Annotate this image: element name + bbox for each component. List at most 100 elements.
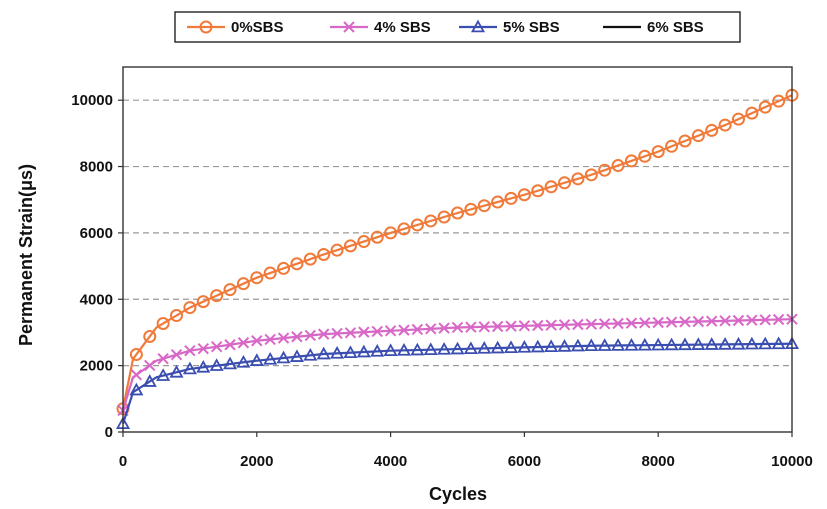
series-2-marker — [370, 344, 385, 357]
series-0-marker — [517, 188, 531, 202]
legend-label-0: 0%SBS — [231, 19, 284, 36]
series-1-marker — [491, 320, 504, 333]
series-1-marker — [344, 327, 357, 339]
series-1-marker — [759, 314, 771, 326]
series-line-2 — [121, 342, 793, 425]
series-0-marker — [357, 235, 371, 249]
y-tick-label-10000: 10000 — [71, 92, 113, 109]
series-2-marker — [718, 337, 733, 350]
x-tick-label-8000: 8000 — [642, 453, 675, 470]
series-0-marker — [330, 243, 344, 257]
series-1-marker — [398, 324, 410, 336]
series-0-marker — [678, 134, 692, 148]
axes: 0 2000 4000 6000 8000 10000 0 2000 4000 6000 8000 1… — [71, 66, 813, 470]
series-1-marker — [518, 320, 531, 332]
series-2-marker — [503, 340, 519, 354]
series-1-marker — [732, 314, 745, 327]
series-0-marker — [558, 176, 572, 190]
series-2-marker — [276, 350, 291, 364]
x-axis-title: Cycles — [429, 484, 487, 504]
series-2 — [115, 336, 800, 430]
series-1-marker — [411, 323, 424, 336]
series-0-marker — [464, 202, 478, 216]
series-2-marker — [557, 339, 572, 352]
series-0-marker — [491, 195, 505, 209]
series-1-marker — [612, 317, 624, 330]
series-group — [115, 88, 800, 430]
series-1-marker — [572, 318, 584, 331]
series-2-marker — [396, 343, 412, 356]
y-tick-label-0: 0 — [105, 424, 113, 441]
series-1-marker — [304, 329, 317, 342]
series-2-marker — [731, 336, 746, 350]
legend-label-1: 4% SBS — [374, 19, 431, 36]
series-2-marker — [463, 341, 478, 355]
series-1-marker — [692, 315, 705, 328]
series-1-marker — [625, 317, 638, 329]
series-1-marker — [772, 313, 785, 326]
legend-marker-2 — [470, 19, 486, 33]
series-2-marker — [490, 340, 505, 354]
series-0-marker — [424, 214, 438, 228]
series-1-marker — [184, 344, 196, 357]
series-1-marker — [371, 325, 383, 338]
series-0-marker — [370, 230, 384, 244]
y-tick-label-4000: 4000 — [80, 291, 113, 308]
series-1-marker — [478, 321, 490, 333]
series-0-marker — [611, 159, 625, 173]
series-0-marker — [183, 301, 197, 315]
series-0-marker — [263, 266, 277, 280]
series-0-marker — [277, 261, 291, 275]
series-1-marker — [679, 316, 691, 328]
series-2-marker — [209, 358, 224, 371]
series-1-marker — [331, 327, 343, 340]
series-0-marker — [196, 295, 210, 309]
series-1-marker — [652, 316, 664, 329]
series-1-marker — [264, 333, 276, 346]
series-2-marker — [316, 346, 331, 360]
series-1-marker — [438, 322, 450, 334]
series-2-marker — [196, 359, 211, 373]
y-tick-label-6000: 6000 — [80, 225, 113, 242]
series-2-marker — [570, 338, 585, 352]
series-1-marker — [237, 337, 250, 349]
x-tick-label-6000: 6000 — [508, 453, 541, 470]
series-1-marker — [224, 339, 236, 351]
series-2-marker — [624, 337, 639, 351]
series-1-marker — [706, 315, 718, 327]
series-1-marker — [384, 325, 397, 337]
series-line-0 — [121, 94, 793, 409]
series-0-marker — [343, 239, 357, 253]
legend-box — [174, 11, 741, 43]
x-tick-label-2000: 2000 — [240, 453, 273, 470]
series-0-marker — [624, 154, 638, 168]
series-0-marker — [437, 210, 451, 224]
series-2-marker — [744, 336, 759, 350]
series-2-marker — [356, 344, 371, 358]
series-0 — [116, 88, 799, 416]
series-0-marker — [531, 184, 545, 198]
series-2-marker — [289, 349, 304, 362]
series-2-marker — [343, 345, 358, 358]
series-0-marker — [584, 168, 598, 182]
legend-marker-1 — [343, 21, 355, 33]
series-0-marker — [665, 139, 679, 153]
series-1-marker — [746, 314, 758, 326]
series-2-marker — [584, 338, 599, 352]
series-0-marker — [223, 283, 237, 297]
series-1-marker — [251, 335, 263, 347]
series-2-marker — [169, 364, 184, 378]
series-1-marker — [144, 359, 156, 372]
series-2-marker — [597, 338, 612, 351]
series-1-marker — [130, 369, 143, 381]
y-axis-title: Permanent Strain(μs) — [16, 164, 36, 346]
series-1-marker — [197, 343, 209, 355]
series-2-marker — [182, 361, 197, 375]
series-1-marker — [358, 326, 370, 338]
series-1-marker — [425, 323, 437, 335]
series-0-marker — [210, 289, 224, 303]
series-2-marker — [704, 337, 719, 350]
series-0-marker — [170, 309, 184, 323]
